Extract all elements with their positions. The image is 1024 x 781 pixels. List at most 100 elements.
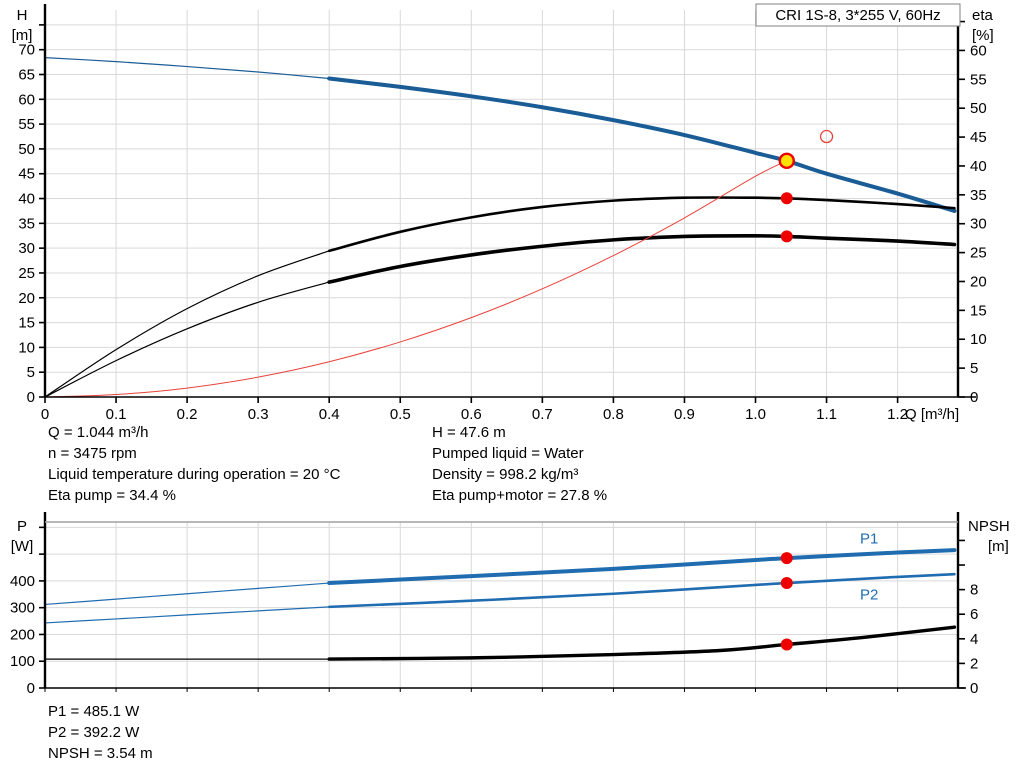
duty-point-eta-pump[interactable] [780, 192, 793, 205]
tick-label-right: 60 [970, 42, 987, 59]
duty-point-npsh[interactable] [780, 638, 793, 651]
info-upper-col1-line: Liquid temperature during operation = 20… [48, 466, 341, 483]
curve-eta-pump-curve-thick-operating-range [327, 196, 956, 253]
tick-label-left: 5 [27, 364, 35, 381]
tick-label-left: 0 [27, 389, 35, 406]
tick-label-right: 4 [970, 631, 978, 648]
tick-label-left: 400 [10, 573, 35, 590]
tick-label-right: 20 [970, 273, 987, 290]
upper-markers [778, 129, 834, 243]
info-lower-line: P1 = 485.1 W [48, 703, 140, 720]
info-block-upper: Q = 1.044 m³/h n = 3475 rpm Liquid tempera… [48, 424, 607, 504]
tick-label-left: 65 [18, 67, 35, 84]
tick-label-left: 0 [27, 680, 35, 697]
duty-point-p1[interactable] [780, 552, 793, 565]
curve-h-head-curve-thin-extended-range [44, 57, 330, 80]
title-box: CRI 1S-8, 3*255 V, 60Hz [755, 3, 961, 27]
curve-p1-thin-low-flow [44, 582, 330, 606]
tick-label-bottom: 0.5 [390, 406, 411, 423]
curve-eta-pump-motor-curve-thick-operating-range [327, 234, 957, 284]
curve-npsh-thick-operating-range [327, 625, 957, 661]
tick-label-right: 0 [970, 680, 978, 697]
lower-right-axis-title: NPSH [968, 518, 1010, 535]
tick-label-right: 10 [970, 331, 987, 348]
info-upper-col1-line: Eta pump = 34.4 % [48, 487, 176, 504]
duty-point-p2[interactable] [780, 576, 793, 589]
tick-label-left: 25 [18, 265, 35, 282]
info-lower-line: NPSH = 3.54 m [48, 745, 153, 762]
upper-left-axis-title: H [17, 7, 28, 24]
info-upper-col1-line: n = 3475 rpm [48, 445, 137, 462]
tick-label-bottom: 1.1 [816, 406, 837, 423]
tick-label-left: 45 [18, 166, 35, 183]
lower-right-axis-unit: [m] [988, 538, 1009, 555]
lower-axes [43, 512, 966, 689]
info-upper-col2-line: Pumped liquid = Water [432, 445, 584, 462]
lower-markers [780, 552, 793, 651]
upper-x-ticks: 0 0.1 0.2 0.3 0.4 0.5 0.6 0.7 0.8 0.9 1.0 1.1 1.2 [41, 397, 908, 423]
lower-annotations: P1 P2 [860, 530, 878, 603]
curve-p1-thick-operating-range [327, 548, 957, 586]
open-red-circle-marker [819, 129, 834, 144]
title-box-label: CRI 1S-8, 3*255 V, 60Hz [775, 7, 940, 24]
tick-label-right: 15 [970, 302, 987, 319]
info-lower-line: P2 = 392.2 W [48, 724, 140, 741]
tick-label-right: 8 [970, 582, 978, 599]
lower-right-ticks: 0 2 4 6 8 [958, 539, 978, 697]
p2-series-label: P2 [860, 587, 878, 604]
tick-label-bottom: 0.6 [461, 406, 482, 423]
tick-label-right: 25 [970, 245, 987, 262]
tick-label-bottom: 0.2 [177, 406, 198, 423]
tick-label-left: 50 [18, 141, 35, 158]
upper-chart: 0 5 10 15 20 25 30 35 40 45 50 55 60 65 70 0 5 10 15 20 25 30… [12, 3, 994, 423]
lower-left-axis-title: P [17, 518, 27, 535]
tick-label-right: 2 [970, 655, 978, 672]
tick-label-left: 35 [18, 215, 35, 232]
info-upper-col2-line: Density = 998.2 kg/m³ [432, 466, 578, 483]
tick-label-bottom: 1.0 [745, 406, 766, 423]
tick-label-bottom: 0.4 [319, 406, 340, 423]
tick-label-right: 35 [970, 187, 987, 204]
tick-label-right: 40 [970, 158, 987, 175]
info-upper-col2-line: Eta pump+motor = 27.8 % [432, 487, 607, 504]
upper-plot-background [45, 10, 958, 397]
upper-right-axis-unit: [%] [972, 27, 994, 44]
curve-h-head-curve-thick-operating-range [327, 76, 957, 213]
info-upper-col2-line: H = 47.6 m [432, 424, 506, 441]
tick-label-bottom: 0.9 [674, 406, 695, 423]
p1-series-label: P1 [860, 530, 878, 547]
lower-plot-background [45, 522, 958, 688]
tick-label-left: 40 [18, 191, 35, 208]
tick-label-bottom: 1.2 [887, 406, 908, 423]
tick-label-bottom: 0 [41, 406, 49, 423]
info-block-lower: P1 = 485.1 W P2 = 392.2 W NPSH = 3.54 m [48, 703, 153, 762]
tick-label-right: 55 [970, 71, 987, 88]
tick-label-bottom: 0.8 [603, 406, 624, 423]
tick-label-left: 60 [18, 91, 35, 108]
tick-label-left: 20 [18, 290, 35, 307]
lower-curves [44, 548, 957, 661]
duty-point-head[interactable] [778, 152, 795, 170]
lower-left-ticks: 0 100 200 300 400 [10, 526, 45, 697]
tick-label-left: 55 [18, 116, 35, 133]
lower-x-ticks [44, 688, 899, 692]
curve-p2-thin-low-flow [44, 606, 330, 624]
title-box-rect [755, 3, 961, 27]
upper-axes [43, 4, 976, 398]
tick-label-left: 10 [18, 339, 35, 356]
upper-right-axis-title: eta [972, 7, 994, 24]
tick-label-left: 30 [18, 240, 35, 257]
curve-eta-pump-motor-curve-thin-low-flow [44, 281, 330, 398]
tick-label-right: 50 [970, 100, 987, 117]
info-upper-col1-line: Q = 1.044 m³/h [48, 424, 148, 441]
tick-label-left: 70 [18, 42, 35, 59]
upper-curves [44, 57, 957, 398]
tick-label-left: 100 [10, 653, 35, 670]
duty-point-eta-pump-motor[interactable] [780, 230, 793, 243]
tick-label-bottom: 0.7 [532, 406, 553, 423]
tick-label-left: 300 [10, 600, 35, 617]
lower-left-axis-unit: [W] [11, 538, 34, 555]
upper-right-ticks: 0 5 10 15 20 25 30 35 40 45 50 55 60 [958, 20, 987, 406]
